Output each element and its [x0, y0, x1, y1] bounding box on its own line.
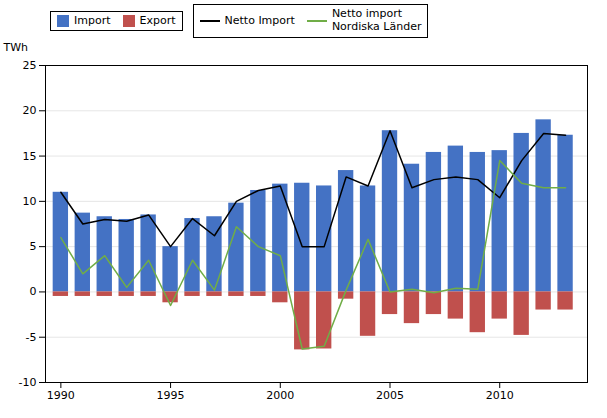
- html-text:Netto import Nordiska Länder: Netto import Nordiska Länder: [331, 7, 422, 33]
- html-text:Export: Export: [139, 13, 176, 27]
- svg-text:10: 10: [23, 195, 37, 208]
- svg-text:1995: 1995: [157, 389, 185, 402]
- html-text:Import: Import: [74, 13, 111, 27]
- svg-text:2010: 2010: [486, 389, 514, 402]
- svg-text:20: 20: [23, 104, 37, 117]
- svg-text:25: 25: [23, 59, 37, 72]
- svg-text:TWh: TWh: [3, 41, 29, 54]
- svg-text:15: 15: [23, 150, 37, 163]
- svg-text:1990: 1990: [47, 389, 75, 402]
- svg-text:-5: -5: [26, 331, 37, 344]
- svg-text:-10: -10: [19, 376, 37, 389]
- svg-text:0: 0: [30, 285, 37, 298]
- svg-text:5: 5: [30, 240, 37, 253]
- svg-text:2005: 2005: [376, 389, 404, 402]
- html-text:Netto Import: Netto Import: [224, 13, 295, 27]
- svg-text:2000: 2000: [266, 389, 294, 402]
